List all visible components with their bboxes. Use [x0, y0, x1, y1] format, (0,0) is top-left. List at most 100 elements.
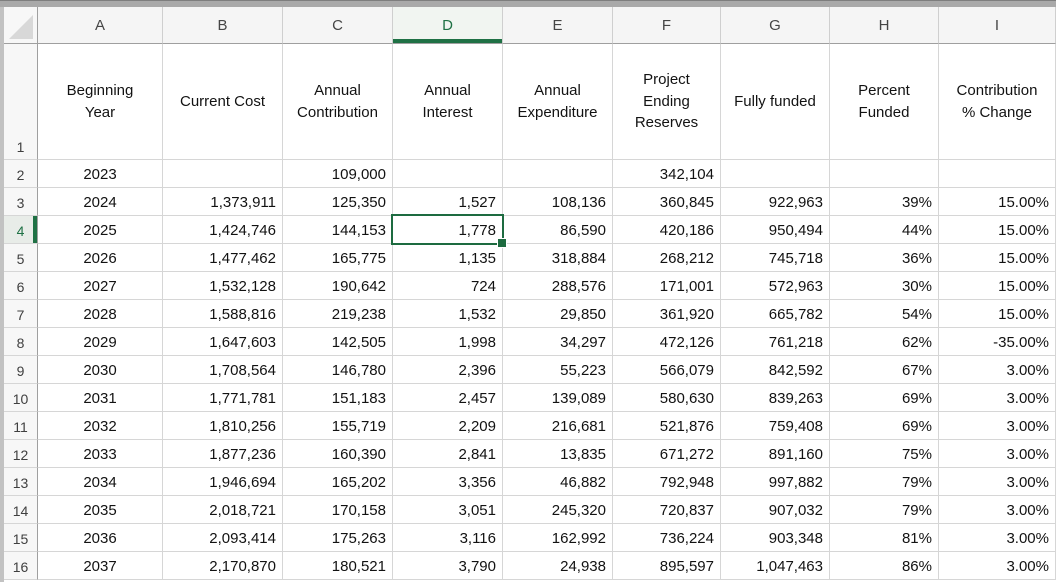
cell-F6[interactable]: 171,001 — [613, 272, 721, 300]
cell-E10[interactable]: 139,089 — [503, 384, 613, 412]
cell-I15[interactable]: 3.00% — [939, 524, 1056, 552]
cell-D13[interactable]: 3,356 — [393, 468, 503, 496]
cell-C10[interactable]: 151,183 — [283, 384, 393, 412]
cell-D11[interactable]: 2,209 — [393, 412, 503, 440]
cell-G13[interactable]: 997,882 — [721, 468, 830, 496]
cell-A1[interactable]: Beginning Year — [38, 44, 163, 160]
cell-E4[interactable]: 86,590 — [503, 216, 613, 244]
selection-box[interactable] — [391, 214, 504, 245]
cell-G11[interactable]: 759,408 — [721, 412, 830, 440]
column-header-A[interactable]: A — [38, 7, 163, 44]
cell-H6[interactable]: 30% — [830, 272, 939, 300]
cell-G2[interactable] — [721, 160, 830, 188]
cell-F12[interactable]: 671,272 — [613, 440, 721, 468]
row-header-11[interactable]: 11 — [4, 412, 38, 440]
cell-I13[interactable]: 3.00% — [939, 468, 1056, 496]
cell-E14[interactable]: 245,320 — [503, 496, 613, 524]
cell-F11[interactable]: 521,876 — [613, 412, 721, 440]
row-header-14[interactable]: 14 — [4, 496, 38, 524]
cell-G6[interactable]: 572,963 — [721, 272, 830, 300]
cell-E13[interactable]: 46,882 — [503, 468, 613, 496]
cell-C9[interactable]: 146,780 — [283, 356, 393, 384]
row-header-5[interactable]: 5 — [4, 244, 38, 272]
column-header-F[interactable]: F — [613, 7, 721, 44]
cell-E1[interactable]: Annual Expenditure — [503, 44, 613, 160]
cell-I14[interactable]: 3.00% — [939, 496, 1056, 524]
cell-B7[interactable]: 1,588,816 — [163, 300, 283, 328]
cell-E3[interactable]: 108,136 — [503, 188, 613, 216]
cell-C4[interactable]: 144,153 — [283, 216, 393, 244]
cell-B5[interactable]: 1,477,462 — [163, 244, 283, 272]
cell-H11[interactable]: 69% — [830, 412, 939, 440]
cell-H13[interactable]: 79% — [830, 468, 939, 496]
cell-B15[interactable]: 2,093,414 — [163, 524, 283, 552]
row-header-16[interactable]: 16 — [4, 552, 38, 580]
cell-G4[interactable]: 950,494 — [721, 216, 830, 244]
row-header-9[interactable]: 9 — [4, 356, 38, 384]
cell-A9[interactable]: 2030 — [38, 356, 163, 384]
cell-A15[interactable]: 2036 — [38, 524, 163, 552]
column-header-C[interactable]: C — [283, 7, 393, 44]
cell-I16[interactable]: 3.00% — [939, 552, 1056, 580]
cell-I6[interactable]: 15.00% — [939, 272, 1056, 300]
cell-H12[interactable]: 75% — [830, 440, 939, 468]
cell-E8[interactable]: 34,297 — [503, 328, 613, 356]
cell-A2[interactable]: 2023 — [38, 160, 163, 188]
cell-C15[interactable]: 175,263 — [283, 524, 393, 552]
cell-D3[interactable]: 1,527 — [393, 188, 503, 216]
cell-D8[interactable]: 1,998 — [393, 328, 503, 356]
row-header-12[interactable]: 12 — [4, 440, 38, 468]
cell-F5[interactable]: 268,212 — [613, 244, 721, 272]
column-header-D[interactable]: D — [393, 7, 503, 44]
cell-A5[interactable]: 2026 — [38, 244, 163, 272]
cell-B16[interactable]: 2,170,870 — [163, 552, 283, 580]
cell-E7[interactable]: 29,850 — [503, 300, 613, 328]
cell-G8[interactable]: 761,218 — [721, 328, 830, 356]
row-header-6[interactable]: 6 — [4, 272, 38, 300]
row-header-1[interactable]: 1 — [4, 44, 38, 160]
cell-I11[interactable]: 3.00% — [939, 412, 1056, 440]
cell-C7[interactable]: 219,238 — [283, 300, 393, 328]
cell-E15[interactable]: 162,992 — [503, 524, 613, 552]
column-header-H[interactable]: H — [830, 7, 939, 44]
cell-B12[interactable]: 1,877,236 — [163, 440, 283, 468]
row-header-2[interactable]: 2 — [4, 160, 38, 188]
select-all-button[interactable] — [4, 7, 38, 44]
cell-B10[interactable]: 1,771,781 — [163, 384, 283, 412]
cell-G10[interactable]: 839,263 — [721, 384, 830, 412]
cell-F15[interactable]: 736,224 — [613, 524, 721, 552]
cell-E12[interactable]: 13,835 — [503, 440, 613, 468]
cell-F10[interactable]: 580,630 — [613, 384, 721, 412]
cell-E6[interactable]: 288,576 — [503, 272, 613, 300]
cell-I1[interactable]: Contribution % Change — [939, 44, 1056, 160]
column-header-E[interactable]: E — [503, 7, 613, 44]
cell-H7[interactable]: 54% — [830, 300, 939, 328]
cell-H15[interactable]: 81% — [830, 524, 939, 552]
cell-G3[interactable]: 922,963 — [721, 188, 830, 216]
cell-D16[interactable]: 3,790 — [393, 552, 503, 580]
cell-I5[interactable]: 15.00% — [939, 244, 1056, 272]
cell-H8[interactable]: 62% — [830, 328, 939, 356]
cell-B13[interactable]: 1,946,694 — [163, 468, 283, 496]
cell-D5[interactable]: 1,135 — [393, 244, 503, 272]
cell-B1[interactable]: Current Cost — [163, 44, 283, 160]
cell-I9[interactable]: 3.00% — [939, 356, 1056, 384]
cell-A7[interactable]: 2028 — [38, 300, 163, 328]
cell-G15[interactable]: 903,348 — [721, 524, 830, 552]
cell-C8[interactable]: 142,505 — [283, 328, 393, 356]
cell-F4[interactable]: 420,186 — [613, 216, 721, 244]
cell-I7[interactable]: 15.00% — [939, 300, 1056, 328]
cell-C12[interactable]: 160,390 — [283, 440, 393, 468]
cell-H1[interactable]: Percent Funded — [830, 44, 939, 160]
cell-A4[interactable]: 2025 — [38, 216, 163, 244]
cell-C14[interactable]: 170,158 — [283, 496, 393, 524]
cell-G7[interactable]: 665,782 — [721, 300, 830, 328]
fill-handle[interactable] — [497, 238, 507, 248]
cell-D7[interactable]: 1,532 — [393, 300, 503, 328]
cell-D2[interactable] — [393, 160, 503, 188]
cell-G9[interactable]: 842,592 — [721, 356, 830, 384]
cell-C6[interactable]: 190,642 — [283, 272, 393, 300]
cell-D6[interactable]: 724 — [393, 272, 503, 300]
cell-B14[interactable]: 2,018,721 — [163, 496, 283, 524]
cell-B3[interactable]: 1,373,911 — [163, 188, 283, 216]
